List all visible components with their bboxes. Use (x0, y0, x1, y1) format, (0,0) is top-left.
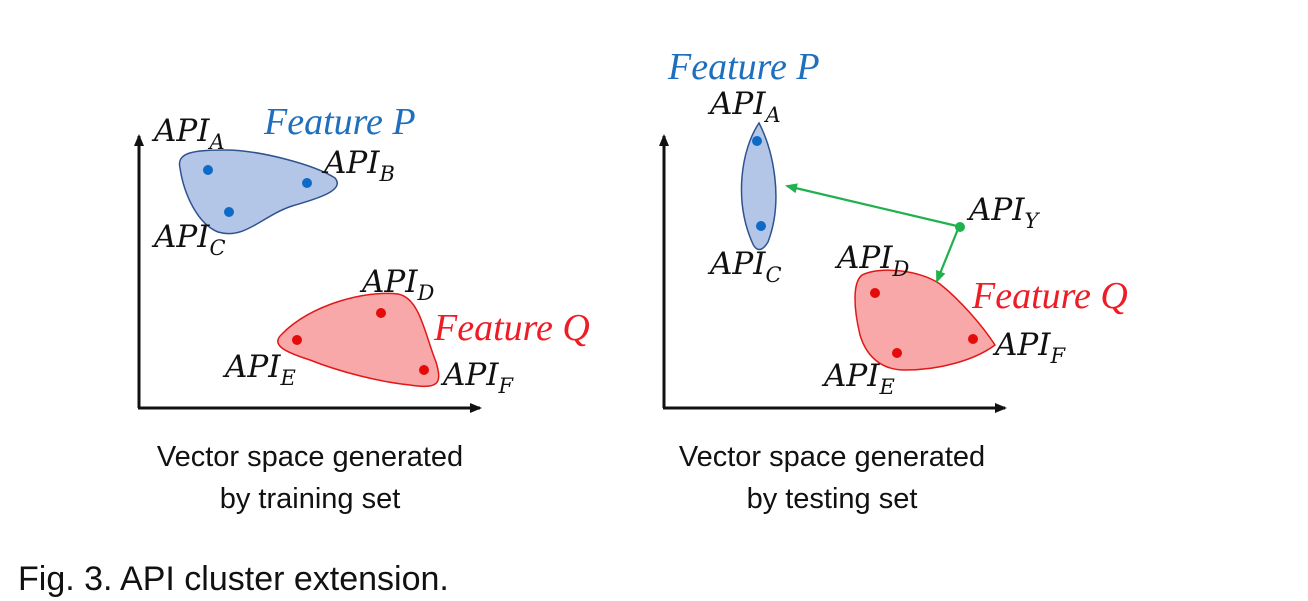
left-feature-q-cluster (277, 292, 440, 388)
right-label-api-d: APID (834, 240, 910, 281)
arrow-y-to-feature-q (935, 228, 960, 283)
right-label-api-y: APIY (966, 192, 1041, 233)
left-panel: APIA APIB APIC APID APIE APIF Feature P … (134, 101, 590, 515)
left-feature-q-label: Feature Q (433, 307, 590, 349)
right-feature-q-cluster (854, 269, 997, 371)
right-label-api-e: APIE (821, 358, 895, 399)
right-feature-q-label: Feature Q (971, 275, 1128, 317)
right-point-api-c (756, 221, 766, 231)
left-label-api-e: APIE (222, 349, 296, 390)
left-point-api-f (419, 365, 429, 375)
figure-caption: Fig. 3. API cluster extension. (18, 560, 449, 598)
left-label-api-d: APID (359, 264, 435, 305)
left-point-api-a (203, 165, 213, 175)
right-feature-p-cluster (740, 121, 777, 251)
left-label-api-a: APIA (151, 113, 225, 154)
left-point-api-b (302, 178, 312, 188)
right-point-api-d (870, 288, 880, 298)
right-feature-p-label: Feature P (667, 46, 820, 88)
left-point-api-c (224, 207, 234, 217)
right-point-api-e (892, 348, 902, 358)
right-label-api-c: APIC (707, 246, 782, 287)
left-label-api-b: APIB (321, 145, 395, 186)
left-feature-p-cluster (178, 149, 338, 235)
right-caption-line-2: by testing set (747, 483, 918, 515)
right-caption-line-1: Vector space generated (679, 441, 985, 473)
left-label-api-f: APIF (440, 357, 515, 398)
right-point-api-a (752, 136, 762, 146)
left-caption-line-2: by training set (220, 483, 401, 515)
right-point-api-y (955, 222, 965, 232)
left-caption-line-1: Vector space generated (157, 441, 463, 473)
right-label-api-a: APIA (707, 86, 781, 127)
left-point-api-e (292, 335, 302, 345)
right-panel: APIA APIC APID APIE APIF APIY Feature P … (659, 46, 1128, 515)
right-point-api-f (968, 334, 978, 344)
right-label-api-f: APIF (992, 327, 1067, 368)
arrow-y-to-feature-p (785, 183, 958, 228)
left-feature-p-label: Feature P (263, 101, 416, 143)
left-point-api-d (376, 308, 386, 318)
left-label-api-c: APIC (151, 219, 226, 260)
